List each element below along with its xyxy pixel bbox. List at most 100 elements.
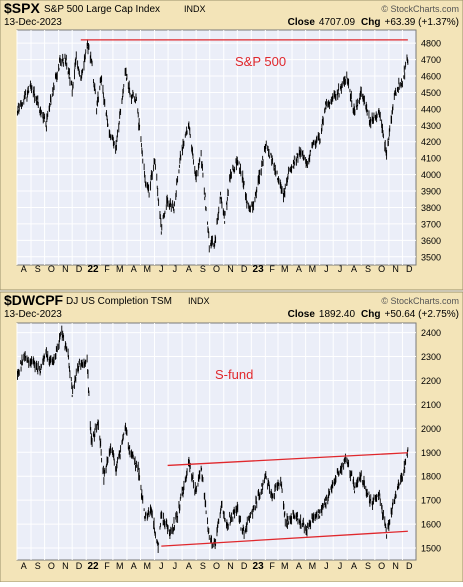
y-tick-label: 4400 (421, 104, 441, 114)
x-tick-label: 23 (253, 561, 265, 572)
x-tick-label: M (309, 264, 317, 274)
y-tick-label: 3900 (421, 187, 441, 197)
chart-title: S&P 500 Large Cap Index (44, 4, 160, 15)
y-tick-label: 4500 (421, 88, 441, 98)
x-tick-label: F (104, 561, 110, 571)
y-tick-label: 2200 (421, 376, 441, 386)
y-tick-label: 4300 (421, 121, 441, 131)
close-value: 4707.09 (319, 17, 356, 28)
y-tick-label: 1900 (421, 448, 441, 458)
x-tick-label: A (21, 561, 27, 571)
x-tick-label: F (269, 561, 275, 571)
chart-panel-1: $SPX S&P 500 Large Cap Index INDX © StockCh… (0, 0, 463, 291)
chg-label: Chg (361, 17, 380, 28)
x-tick-label: O (48, 561, 55, 571)
y-tick-label: 2300 (421, 352, 441, 362)
quote-line: Close 1892.40 Chg +50.64 (+2.75%) (288, 309, 459, 320)
x-tick-label: N (227, 561, 234, 571)
exchange-label: INDX (184, 4, 206, 14)
y-tick-label: 1600 (421, 520, 441, 530)
chg-label: Chg (361, 309, 380, 320)
watermark: © StockCharts.com (381, 4, 459, 14)
x-tick-label: M (116, 561, 124, 571)
x-tick-label: J (159, 561, 164, 571)
x-tick-label: S (35, 264, 41, 274)
x-tick-label: J (173, 561, 178, 571)
chg-value: +50.64 (+2.75%) (385, 309, 460, 320)
x-tick-label: S (365, 561, 371, 571)
x-tick-label: M (144, 561, 152, 571)
annotation-label: S-fund (215, 367, 253, 382)
x-tick-label: M (116, 264, 124, 274)
quote-line: Close 4707.09 Chg +63.39 (+1.37%) (288, 17, 459, 28)
x-tick-label: J (173, 264, 178, 274)
x-tick-label: A (351, 264, 357, 274)
trendline-lower-channel (161, 530, 408, 547)
plot-area (16, 29, 417, 266)
plot-area (16, 322, 417, 561)
y-tick-label: 1500 (421, 544, 441, 554)
x-tick-label: A (296, 264, 302, 274)
x-tick-label: N (62, 561, 69, 571)
x-tick-label: O (213, 264, 220, 274)
x-tick-label: O (213, 561, 220, 571)
y-tick-label: 4200 (421, 137, 441, 147)
date-label: 13-Dec-2023 (4, 17, 62, 28)
x-tick-label: J (324, 561, 329, 571)
x-tick-label: A (131, 561, 137, 571)
x-tick-label: J (338, 264, 343, 274)
x-tick-label: J (338, 561, 343, 571)
x-tick-label: S (365, 264, 371, 274)
y-tick-label: 1800 (421, 472, 441, 482)
x-tick-label: A (351, 561, 357, 571)
annotation-label: S&P 500 (235, 54, 286, 69)
watermark: © StockCharts.com (381, 296, 459, 306)
x-tick-label: D (241, 264, 248, 274)
x-tick-label: A (186, 264, 192, 274)
x-tick-label: S (200, 264, 206, 274)
y-tick-label: 3600 (421, 236, 441, 246)
x-tick-label: N (62, 264, 69, 274)
close-label: Close (288, 17, 316, 28)
x-tick-label: J (324, 264, 329, 274)
x-tick-label: S (35, 561, 41, 571)
symbol-label: $DWCPF (4, 292, 64, 308)
x-tick-label: D (241, 561, 248, 571)
x-tick-label: J (159, 264, 164, 274)
y-tick-label: 4600 (421, 72, 441, 82)
x-tick-label: S (200, 561, 206, 571)
trendline-upper-channel (167, 452, 408, 467)
price-series (17, 325, 409, 553)
close-label: Close (288, 309, 316, 320)
symbol-label: $SPX (4, 0, 40, 16)
y-tick-label: 3500 (421, 252, 441, 262)
x-tick-label: F (269, 264, 275, 274)
y-tick-label: 4700 (421, 55, 441, 65)
x-tick-label: D (406, 561, 413, 571)
x-tick-label: 22 (87, 264, 99, 275)
x-tick-label: D (76, 264, 83, 274)
x-tick-label: M (144, 264, 152, 274)
x-tick-label: A (131, 264, 137, 274)
y-tick-label: 1700 (421, 496, 441, 506)
y-tick-label: 2400 (421, 328, 441, 338)
x-tick-label: O (48, 264, 55, 274)
chg-value: +63.39 (+1.37%) (385, 17, 460, 28)
close-value: 1892.40 (319, 309, 356, 320)
date-label: 13-Dec-2023 (4, 309, 62, 320)
x-tick-label: N (392, 264, 399, 274)
y-tick-label: 3800 (421, 203, 441, 213)
y-tick-label: 2000 (421, 424, 441, 434)
x-tick-label: A (296, 561, 302, 571)
x-tick-label: 23 (253, 264, 265, 275)
x-tick-label: 22 (87, 561, 99, 572)
y-tick-label: 3700 (421, 219, 441, 229)
x-tick-label: F (104, 264, 110, 274)
x-tick-label: M (281, 561, 289, 571)
x-tick-label: A (186, 561, 192, 571)
x-tick-label: M (281, 264, 289, 274)
x-tick-label: D (406, 264, 413, 274)
x-tick-label: O (378, 264, 385, 274)
